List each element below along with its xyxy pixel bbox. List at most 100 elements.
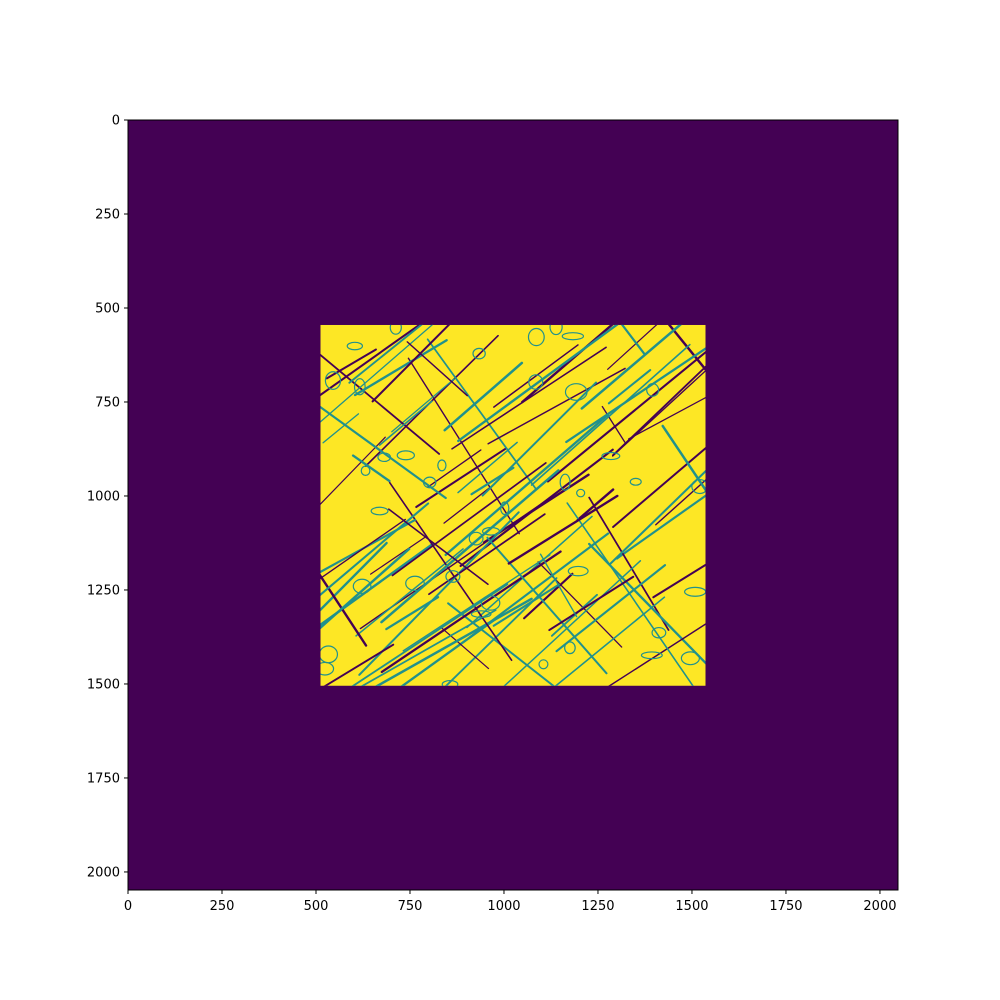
texture-blob [684, 586, 706, 597]
texture-boundary [320, 324, 422, 397]
texture-boundary [486, 536, 608, 675]
texture-boundary [320, 353, 441, 455]
texture-boundary [612, 447, 706, 528]
texture-boundary [607, 369, 652, 405]
y-tick-label: 750 [95, 395, 120, 410]
texture-boundary [580, 324, 682, 410]
texture-blob [352, 578, 372, 594]
x-tick-label: 1750 [769, 899, 802, 914]
texture-boundary [370, 536, 426, 575]
texture-blob [567, 565, 589, 577]
texture-blob [324, 371, 342, 390]
texture-boundary [320, 324, 434, 423]
y-tick-label: 500 [95, 301, 120, 316]
texture-boundary [628, 396, 706, 440]
texture-blob [396, 450, 415, 461]
texture-blob [480, 595, 501, 611]
y-tick-label: 2000 [87, 865, 120, 880]
texture-boundary [612, 369, 706, 457]
texture-blob [470, 610, 492, 619]
y-tick-label: 250 [95, 207, 120, 222]
texture-boundary [608, 623, 706, 686]
texture-boundary [550, 593, 598, 637]
texture-blob [353, 378, 366, 396]
texture-boundary [447, 602, 556, 686]
texture-boundary [487, 367, 626, 445]
x-tick-label: 250 [210, 899, 235, 914]
texture-boundary [320, 518, 406, 580]
texture-boundary [371, 324, 451, 403]
texture-boundary [348, 324, 423, 384]
axes-frame [127, 119, 899, 891]
texture-boundary [320, 502, 430, 597]
texture-boundary [415, 447, 507, 509]
texture-boundary [457, 324, 619, 443]
texture-blob [360, 465, 371, 477]
texture-boundary [325, 348, 377, 380]
texture-blob [320, 661, 335, 676]
texture-boundary [380, 469, 560, 624]
texture-boundary [391, 462, 547, 577]
y-tick-label: 1500 [87, 677, 120, 692]
texture-boundary [601, 405, 626, 443]
texture-blob [640, 651, 663, 660]
texture-blob [564, 641, 576, 655]
texture-blob [445, 570, 461, 583]
texture-boundary [503, 560, 642, 686]
texture-boundary [387, 508, 489, 586]
texture-boundary [320, 405, 447, 500]
texture-boundary [374, 597, 533, 686]
texture-boundary [493, 344, 579, 408]
y-tick-label: 1000 [87, 489, 120, 504]
texture-boundary [620, 324, 646, 355]
texture-blob [564, 383, 588, 401]
texture-blob [680, 651, 700, 666]
texture-blob [481, 526, 501, 536]
texture-boundary [576, 488, 615, 522]
texture-boundary [507, 494, 619, 565]
texture-boundary [492, 583, 560, 627]
texture-boundary [607, 324, 658, 370]
texture-blob [646, 383, 660, 397]
texture-blob [346, 341, 364, 351]
texture-boundary [555, 564, 667, 653]
texture-boundary [609, 469, 706, 565]
texture-boundary [667, 324, 706, 372]
texture-boundary [353, 339, 448, 397]
texture-boundary [322, 413, 360, 444]
texture-boundary [323, 643, 395, 686]
texture-boundary [548, 575, 635, 632]
texture-boundary [358, 511, 520, 676]
texture-boundary [351, 583, 509, 686]
texture-blob [528, 374, 544, 390]
texture-blob [472, 347, 486, 360]
texture-boundary [470, 466, 515, 496]
texture-boundary [320, 542, 434, 627]
x-tick-label: 500 [304, 899, 329, 914]
texture-boundary [566, 502, 694, 686]
y-tick-label: 1250 [87, 583, 120, 598]
texture-boundary [320, 547, 411, 630]
texture-blob [559, 473, 571, 491]
x-tick-label: 2000 [863, 899, 896, 914]
texture-boundary [655, 479, 706, 526]
texture-boundary [615, 494, 706, 560]
texture-boundary [451, 346, 607, 450]
texture-blob [437, 459, 447, 472]
texture-boundary [481, 381, 598, 497]
texture-blob [576, 488, 586, 498]
texture-boundary [380, 550, 562, 674]
y-tick-label: 0 [112, 114, 120, 129]
texture-boundary [457, 441, 518, 494]
y-tick-label: 1750 [87, 771, 120, 786]
texture-boundary [426, 338, 538, 491]
x-tick-label: 1000 [487, 899, 520, 914]
texture-boundary [320, 541, 388, 612]
heatmap-foreground-region [320, 324, 706, 686]
texture-boundary [351, 454, 391, 483]
x-tick-label: 1500 [675, 899, 708, 914]
texture-boundary [378, 400, 433, 446]
texture-boundary [546, 350, 706, 483]
foreground-fill [320, 324, 706, 686]
